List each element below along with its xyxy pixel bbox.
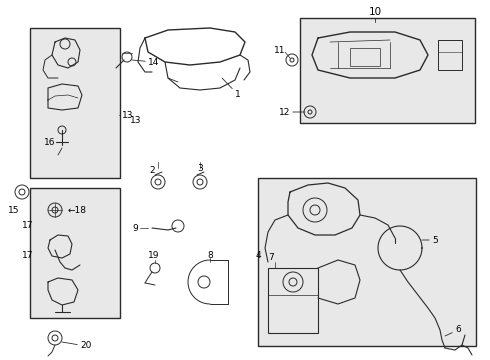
Text: 1: 1 <box>222 78 241 99</box>
Text: 13: 13 <box>130 116 142 125</box>
Text: ←18: ←18 <box>68 206 87 215</box>
Text: 15: 15 <box>8 206 20 215</box>
Text: 16: 16 <box>44 138 55 147</box>
Bar <box>350 48 380 66</box>
Text: 12: 12 <box>279 108 305 117</box>
Text: 20: 20 <box>62 342 91 351</box>
Bar <box>300 18 475 123</box>
Text: 14: 14 <box>132 58 159 67</box>
Text: 7: 7 <box>268 253 274 262</box>
Text: 17: 17 <box>22 251 33 260</box>
Text: 2: 2 <box>149 166 155 175</box>
Text: 6: 6 <box>445 325 461 336</box>
Text: 13: 13 <box>122 111 133 120</box>
Text: 19: 19 <box>148 251 160 260</box>
Text: 8: 8 <box>207 251 213 260</box>
Text: 9: 9 <box>132 224 138 233</box>
Bar <box>438 40 462 70</box>
Text: 3: 3 <box>197 163 203 172</box>
Bar <box>268 268 318 333</box>
Bar <box>30 28 120 178</box>
Bar <box>258 178 476 346</box>
Text: 5: 5 <box>422 235 438 244</box>
Text: 11: 11 <box>273 45 285 54</box>
Bar <box>30 188 120 318</box>
Text: 17: 17 <box>22 220 33 230</box>
Text: 4: 4 <box>256 251 262 260</box>
Text: 10: 10 <box>368 7 382 17</box>
